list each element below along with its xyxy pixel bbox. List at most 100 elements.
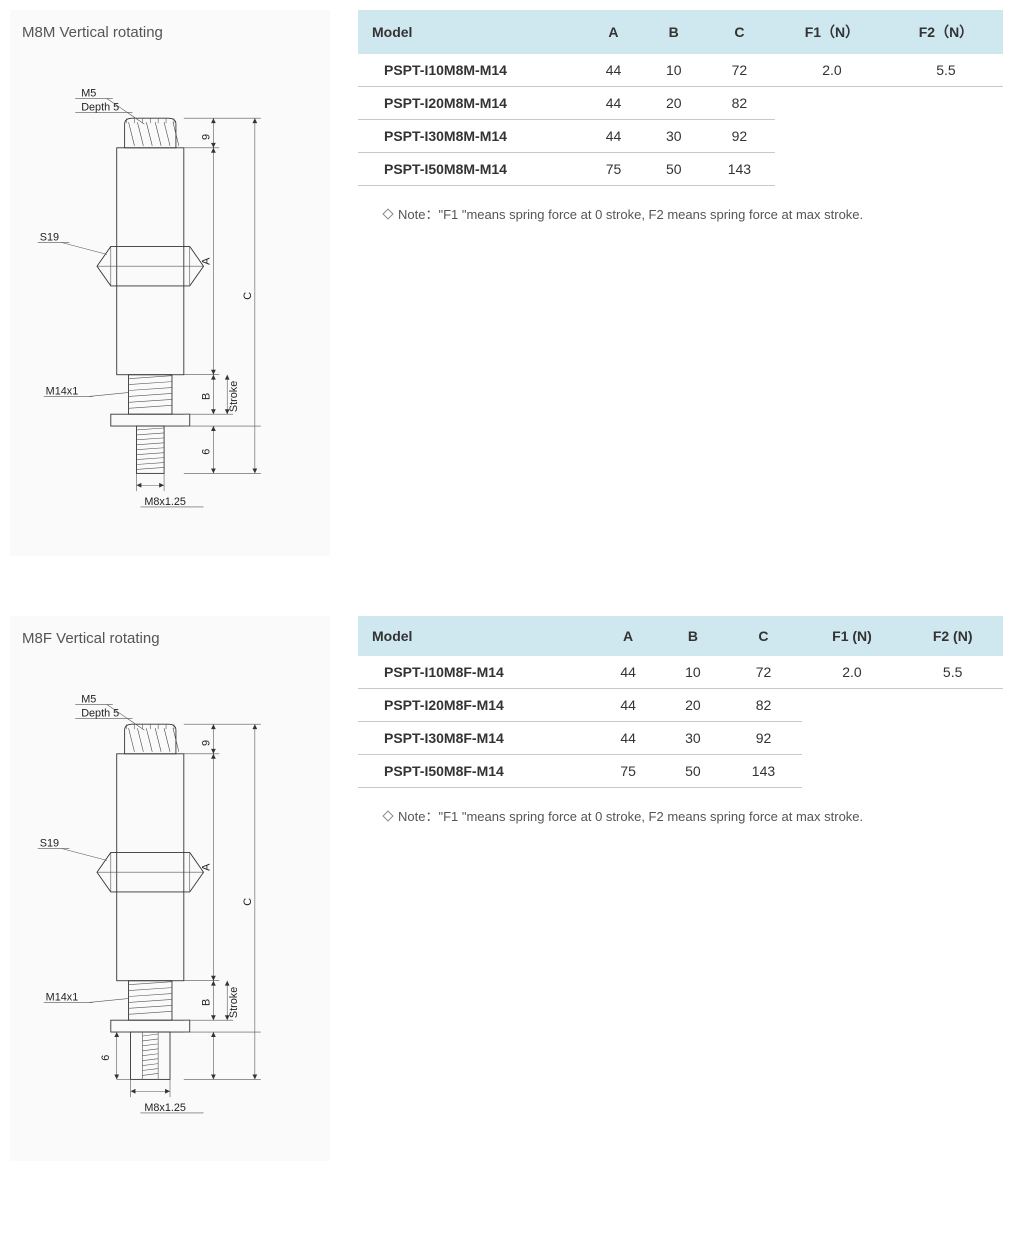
cell-F2: [902, 688, 1003, 721]
svg-text:S19: S19: [40, 837, 59, 849]
spec-table: ModelABCF1（N）F2（N）PSPT-I10M8M-M144410722…: [358, 10, 1003, 186]
cell-model: PSPT-I10M8M-M14: [358, 54, 583, 87]
cell-F2: [889, 120, 1003, 153]
svg-text:S19: S19: [40, 232, 59, 244]
svg-text:M14x1: M14x1: [46, 385, 79, 397]
col-header: A: [583, 10, 643, 54]
table-row: PSPT-I30M8F-M14443092: [358, 721, 1003, 754]
table-row: PSPT-I20M8F-M14442082: [358, 688, 1003, 721]
cell-model: PSPT-I30M8F-M14: [358, 721, 596, 754]
cell-C: 82: [725, 688, 801, 721]
cell-model: PSPT-I50M8F-M14: [358, 754, 596, 787]
cell-A: 44: [596, 721, 661, 754]
cell-B: 50: [661, 754, 726, 787]
cell-F2: [889, 153, 1003, 186]
cell-A: 44: [583, 87, 643, 120]
note-text: Note："F1 "means spring force at 0 stroke…: [358, 806, 1003, 825]
col-header: B: [644, 10, 704, 54]
cell-model: PSPT-I30M8M-M14: [358, 120, 583, 153]
cell-C: 143: [704, 153, 775, 186]
svg-text:9: 9: [200, 134, 212, 140]
cell-model: PSPT-I50M8M-M14: [358, 153, 583, 186]
cell-F1: [775, 153, 889, 186]
spec-column: ModelABCF1（N）F2（N）PSPT-I10M8M-M144410722…: [358, 10, 1003, 223]
col-header: C: [704, 10, 775, 54]
svg-text:M8x1.25: M8x1.25: [144, 496, 186, 508]
svg-text:C: C: [242, 897, 254, 905]
svg-text:Stroke: Stroke: [228, 986, 240, 1017]
cell-F1: [802, 688, 903, 721]
cell-C: 82: [704, 87, 775, 120]
table-row: PSPT-I10M8M-M144410722.05.5: [358, 54, 1003, 87]
cell-F2: [902, 721, 1003, 754]
svg-text:B: B: [200, 393, 212, 400]
table-row: PSPT-I20M8M-M14442082: [358, 87, 1003, 120]
cell-C: 92: [725, 721, 801, 754]
cell-B: 30: [644, 120, 704, 153]
svg-text:B: B: [200, 998, 212, 1005]
svg-text:C: C: [242, 292, 254, 300]
diamond-icon: [382, 810, 393, 821]
svg-text:9: 9: [200, 740, 212, 746]
col-header: Model: [358, 10, 583, 54]
spec-column: ModelABCF1 (N)F2 (N)PSPT-I10M8F-M1444107…: [358, 616, 1003, 825]
cell-C: 143: [725, 754, 801, 787]
product-section: M8M Vertical rotatingM5Depth 5S19M14x1M8…: [10, 10, 1003, 556]
technical-drawing: M5Depth 5S19M14x1M8x1.259ABStroke6C: [22, 665, 318, 1139]
table-row: PSPT-I10M8F-M144410722.05.5: [358, 656, 1003, 689]
cell-A: 44: [583, 120, 643, 153]
cell-B: 20: [644, 87, 704, 120]
cell-C: 72: [725, 656, 801, 689]
svg-text:A: A: [200, 862, 212, 870]
cell-F1: [775, 120, 889, 153]
diamond-icon: [382, 208, 393, 219]
cell-A: 75: [596, 754, 661, 787]
diagram-panel: M8M Vertical rotatingM5Depth 5S19M14x1M8…: [10, 10, 330, 556]
table-row: PSPT-I50M8F-M147550143: [358, 754, 1003, 787]
cell-C: 92: [704, 120, 775, 153]
cell-B: 10: [644, 54, 704, 87]
col-header: B: [661, 616, 726, 656]
cell-A: 44: [596, 656, 661, 689]
spec-table: ModelABCF1 (N)F2 (N)PSPT-I10M8F-M1444107…: [358, 616, 1003, 788]
col-header: A: [596, 616, 661, 656]
col-header: Model: [358, 616, 596, 656]
cell-B: 20: [661, 688, 726, 721]
cell-F2: 5.5: [902, 656, 1003, 689]
table-row: PSPT-I50M8M-M147550143: [358, 153, 1003, 186]
col-header: F2 (N): [902, 616, 1003, 656]
cell-F1: [802, 754, 903, 787]
cell-F1: [775, 87, 889, 120]
diagram-title: M8M Vertical rotating: [22, 24, 318, 41]
diagram-title: M8F Vertical rotating: [22, 630, 318, 647]
cell-model: PSPT-I20M8M-M14: [358, 87, 583, 120]
svg-text:A: A: [200, 257, 212, 265]
svg-text:M5: M5: [81, 87, 96, 99]
cell-A: 75: [583, 153, 643, 186]
cell-C: 72: [704, 54, 775, 87]
col-header: F1 (N): [802, 616, 903, 656]
svg-text:Stroke: Stroke: [228, 381, 240, 412]
svg-text:M8x1.25: M8x1.25: [144, 1102, 186, 1114]
svg-text:M5: M5: [81, 693, 96, 705]
cell-F1: [802, 721, 903, 754]
cell-A: 44: [596, 688, 661, 721]
cell-model: PSPT-I20M8F-M14: [358, 688, 596, 721]
cell-model: PSPT-I10M8F-M14: [358, 656, 596, 689]
col-header: F2（N）: [889, 10, 1003, 54]
cell-B: 50: [644, 153, 704, 186]
col-header: C: [725, 616, 801, 656]
cell-F2: [889, 87, 1003, 120]
cell-A: 44: [583, 54, 643, 87]
technical-drawing: M5Depth 5S19M14x1M8x1.259ABStroke6C: [22, 59, 318, 533]
cell-B: 30: [661, 721, 726, 754]
product-section: M8F Vertical rotatingM5Depth 5S19M14x1M8…: [10, 616, 1003, 1162]
cell-F2: 5.5: [889, 54, 1003, 87]
table-row: PSPT-I30M8M-M14443092: [358, 120, 1003, 153]
cell-F2: [902, 754, 1003, 787]
svg-text:M14x1: M14x1: [46, 991, 79, 1003]
cell-B: 10: [661, 656, 726, 689]
svg-text:6: 6: [100, 1054, 112, 1060]
cell-F1: 2.0: [775, 54, 889, 87]
diagram-panel: M8F Vertical rotatingM5Depth 5S19M14x1M8…: [10, 616, 330, 1162]
